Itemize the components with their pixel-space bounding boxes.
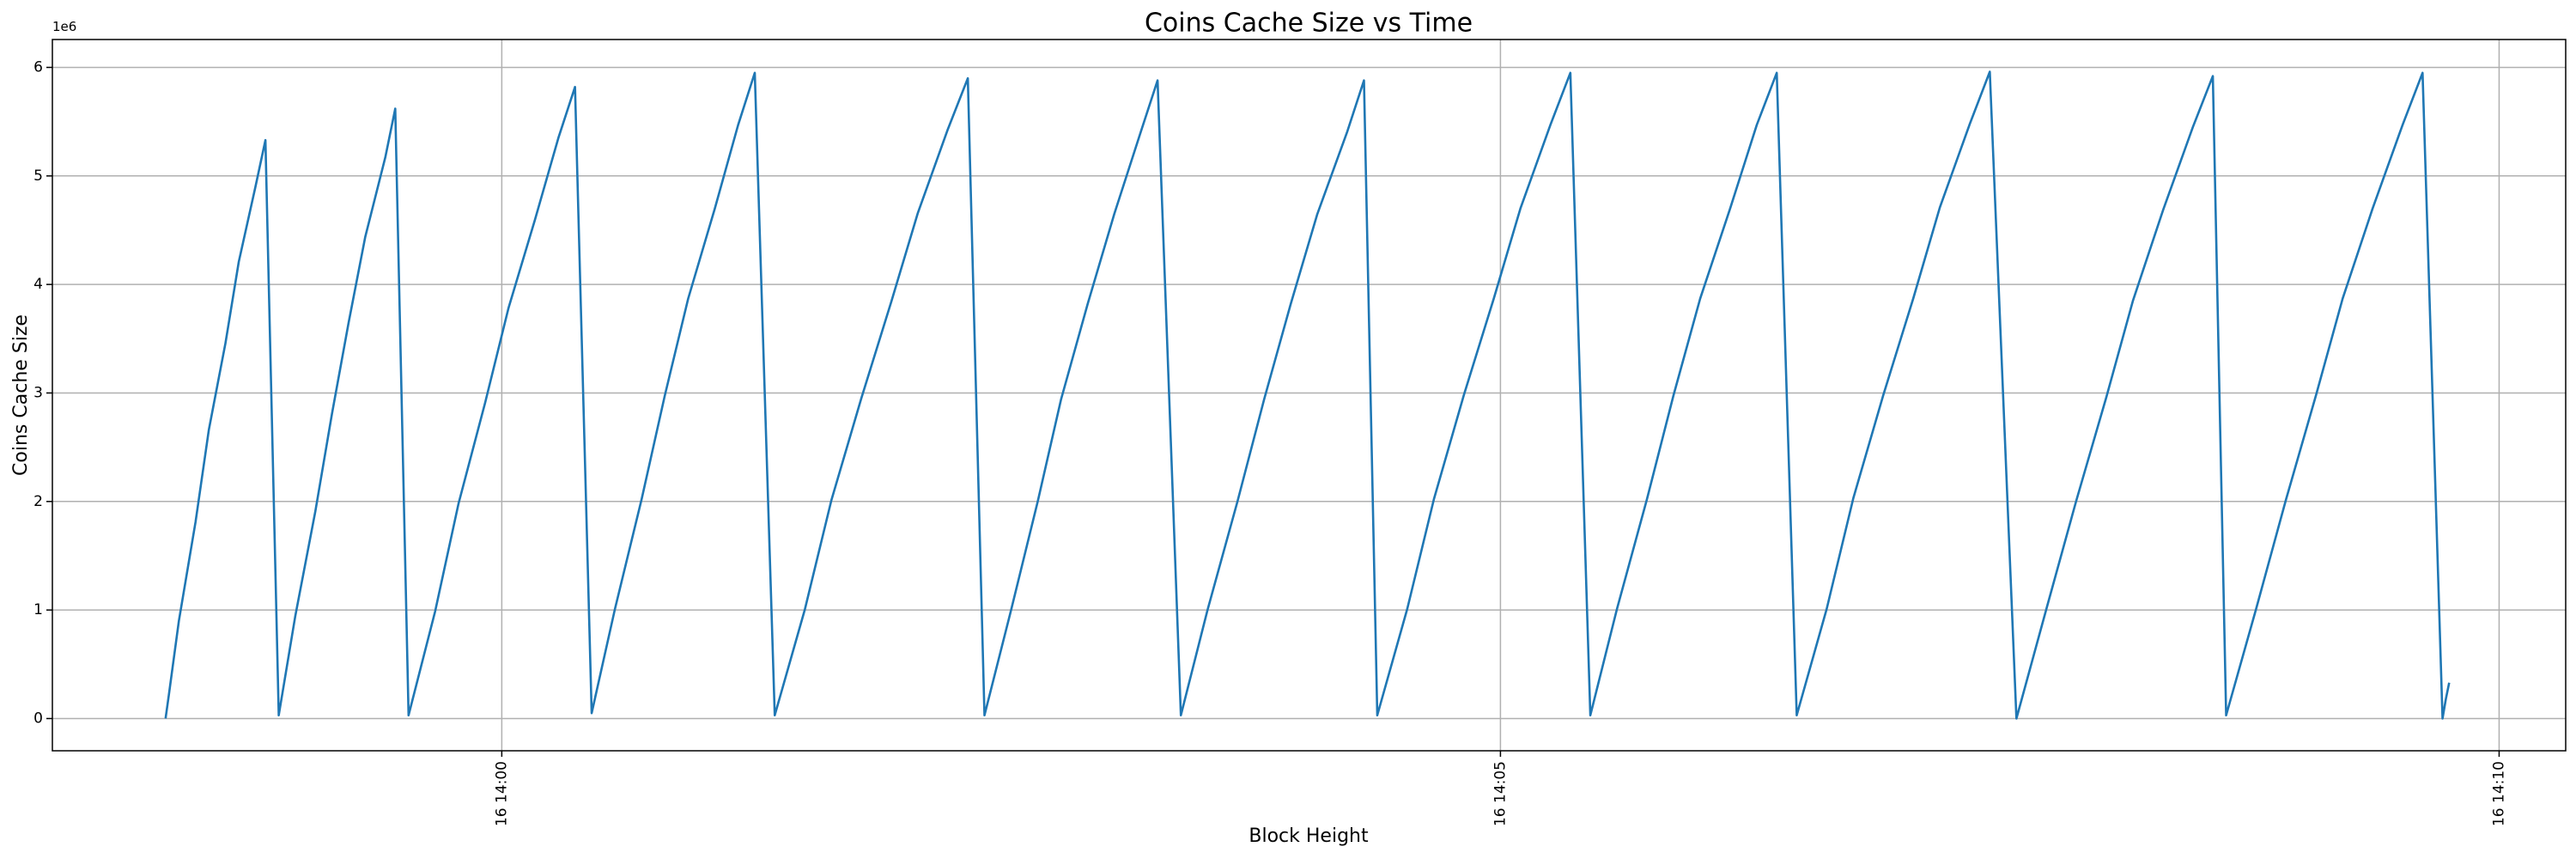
- x-axis-label: Block Height: [1249, 825, 1369, 847]
- y-tick-label: 0: [33, 710, 43, 727]
- y-tick-label: 2: [33, 493, 43, 510]
- chart-title: Coins Cache Size vs Time: [1145, 9, 1473, 39]
- y-tick-label: 1: [33, 601, 43, 618]
- y-axis-label: Coins Cache Size: [10, 314, 32, 476]
- data-line: [164, 70, 2451, 720]
- plot-frame: [52, 39, 2567, 752]
- x-tick-label: 16 14:05: [1492, 761, 1509, 826]
- y-tick-label: 4: [33, 276, 43, 293]
- x-tick-label: 16 14:10: [2490, 761, 2507, 826]
- y-offset-label: 1e6: [52, 19, 76, 34]
- y-tick-label: 5: [33, 168, 43, 185]
- y-tick-label: 3: [33, 384, 43, 401]
- y-tick-label: 6: [33, 58, 43, 76]
- x-tick-label: 16 14:00: [493, 761, 510, 826]
